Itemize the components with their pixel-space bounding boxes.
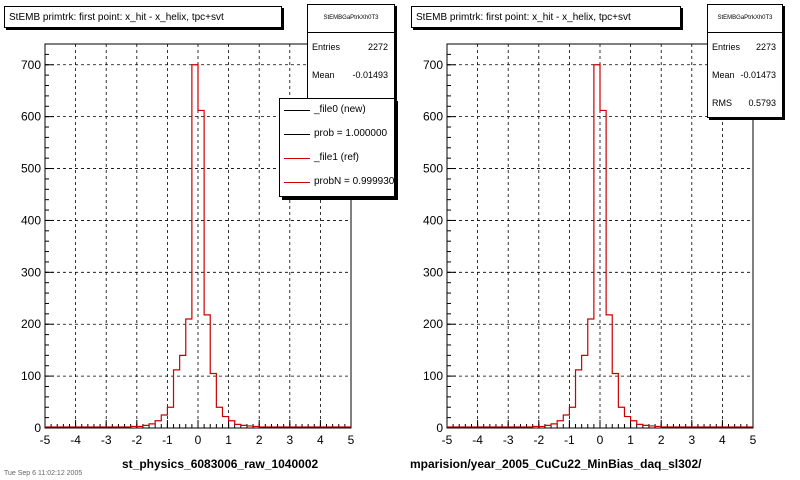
right-stats-entries-row: Entries 2273 — [708, 33, 782, 61]
legend-entry-prob: prob = 1.000000 — [280, 125, 394, 143]
left-y-tick-label: 400 — [21, 213, 41, 227]
left-y-tick-label: 200 — [21, 317, 41, 331]
right-x-tick-label: 2 — [658, 433, 665, 447]
left-stats-mean-row: Mean -0.01493 — [308, 61, 394, 89]
left-stats-name: StEMBGaPtrkXh0T3 — [308, 5, 394, 33]
left-x-tick-label: 4 — [317, 433, 324, 447]
legend-swatch-probn — [284, 182, 310, 183]
right-mean-value: -0.01473 — [740, 70, 776, 80]
left-stats-box: StEMBGaPtrkXh0T3 Entries 2272 Mean -0.01… — [307, 4, 395, 100]
right-x-tick-label: -3 — [503, 433, 514, 447]
left-x-tick-label: 0 — [195, 433, 202, 447]
legend-entry-file0: _file0 (new) — [280, 101, 394, 119]
legend-entry-file1: _file1 (ref) — [280, 149, 394, 167]
right-y-tick-label: 700 — [423, 58, 443, 72]
left-title-text: StEMB primtrk: first point: x_hit - x_he… — [9, 12, 224, 23]
right-y-tick-label: 300 — [423, 265, 443, 279]
legend-swatch-prob — [284, 134, 310, 135]
left-y-tick-label: 300 — [21, 265, 41, 279]
right-histogram-series-0 — [447, 64, 753, 428]
right-x-tick-label: 4 — [719, 433, 726, 447]
right-entries-value: 2273 — [755, 42, 776, 52]
right-y-tick-label: 500 — [423, 162, 443, 176]
right-y-tick-label: 100 — [423, 369, 443, 383]
right-stats-mean-row: Mean -0.01473 — [708, 61, 782, 89]
left-x-axis-title: st_physics_6083006_raw_1040002 — [122, 457, 319, 471]
right-x-tick-label: 0 — [597, 433, 604, 447]
left-y-tick-label: 700 — [21, 58, 41, 72]
right-rms-value: 0.5793 — [748, 98, 776, 108]
left-x-tick-label: 3 — [286, 433, 293, 447]
right-x-tick-label: -2 — [533, 433, 544, 447]
right-stats-rms-row: RMS 0.5793 — [708, 89, 782, 117]
left-histogram-series-0 — [45, 64, 351, 428]
left-y-tick-label: 500 — [21, 162, 41, 176]
left-histogram-title: StEMB primtrk: first point: x_hit - x_he… — [4, 6, 282, 28]
legend-label-prob: prob = 1.000000 — [314, 128, 388, 139]
left-legend: _file0 (new) prob = 1.000000 _file1 (ref… — [279, 98, 395, 197]
right-x-tick-label: 1 — [627, 433, 634, 447]
legend-swatch-file0 — [284, 110, 310, 111]
left-x-tick-label: -4 — [70, 433, 81, 447]
left-x-tick-label: -2 — [131, 433, 142, 447]
right-x-tick-label: -5 — [442, 433, 453, 447]
left-x-tick-label: 5 — [348, 433, 355, 447]
left-entries-value: 2272 — [367, 42, 388, 52]
left-y-tick-label: 600 — [21, 110, 41, 124]
left-entries-label: Entries — [312, 42, 341, 52]
legend-label-file0: _file0 (new) — [314, 104, 366, 115]
right-rms-label: RMS — [712, 98, 732, 108]
timestamp-footer: Tue Sep 6 11:02:12 2005 — [4, 470, 83, 477]
left-mean-label: Mean — [312, 70, 335, 80]
right-entries-label: Entries — [712, 42, 741, 52]
left-x-tick-label: -3 — [101, 433, 112, 447]
legend-entry-probn: probN = 0.999930 — [280, 173, 394, 191]
left-x-tick-label: -1 — [162, 433, 173, 447]
right-histogram-title: StEMB primtrk: first point: x_hit - x_he… — [411, 6, 681, 28]
right-x-axis-title: mparision/year_2005_CuCu22_MinBias_daq_s… — [410, 457, 702, 471]
legend-label-file1: _file1 (ref) — [314, 152, 360, 163]
left-x-tick-label: 2 — [256, 433, 263, 447]
left-x-tick-label: -5 — [40, 433, 51, 447]
left-y-tick-label: 0 — [34, 421, 41, 435]
right-x-tick-label: 3 — [688, 433, 695, 447]
legend-label-probn: probN = 0.999930 — [314, 176, 395, 187]
right-x-tick-label: 5 — [750, 433, 757, 447]
right-x-tick-label: -4 — [472, 433, 483, 447]
right-x-tick-label: -1 — [564, 433, 575, 447]
left-mean-value: -0.01493 — [352, 70, 388, 80]
right-y-tick-label: 0 — [436, 421, 443, 435]
right-y-tick-label: 400 — [423, 213, 443, 227]
left-x-tick-label: 1 — [225, 433, 232, 447]
right-stats-box: StEMBGaPtrkXh0T3 Entries 2273 Mean -0.01… — [707, 4, 783, 118]
right-y-tick-label: 200 — [423, 317, 443, 331]
right-y-tick-label: 600 — [423, 110, 443, 124]
right-title-text: StEMB primtrk: first point: x_hit - x_he… — [416, 12, 631, 23]
right-stats-name: StEMBGaPtrkXh0T3 — [708, 5, 782, 33]
legend-swatch-file1 — [284, 158, 310, 159]
left-y-tick-label: 100 — [21, 369, 41, 383]
left-stats-entries-row: Entries 2272 — [308, 33, 394, 61]
right-mean-label: Mean — [712, 70, 735, 80]
